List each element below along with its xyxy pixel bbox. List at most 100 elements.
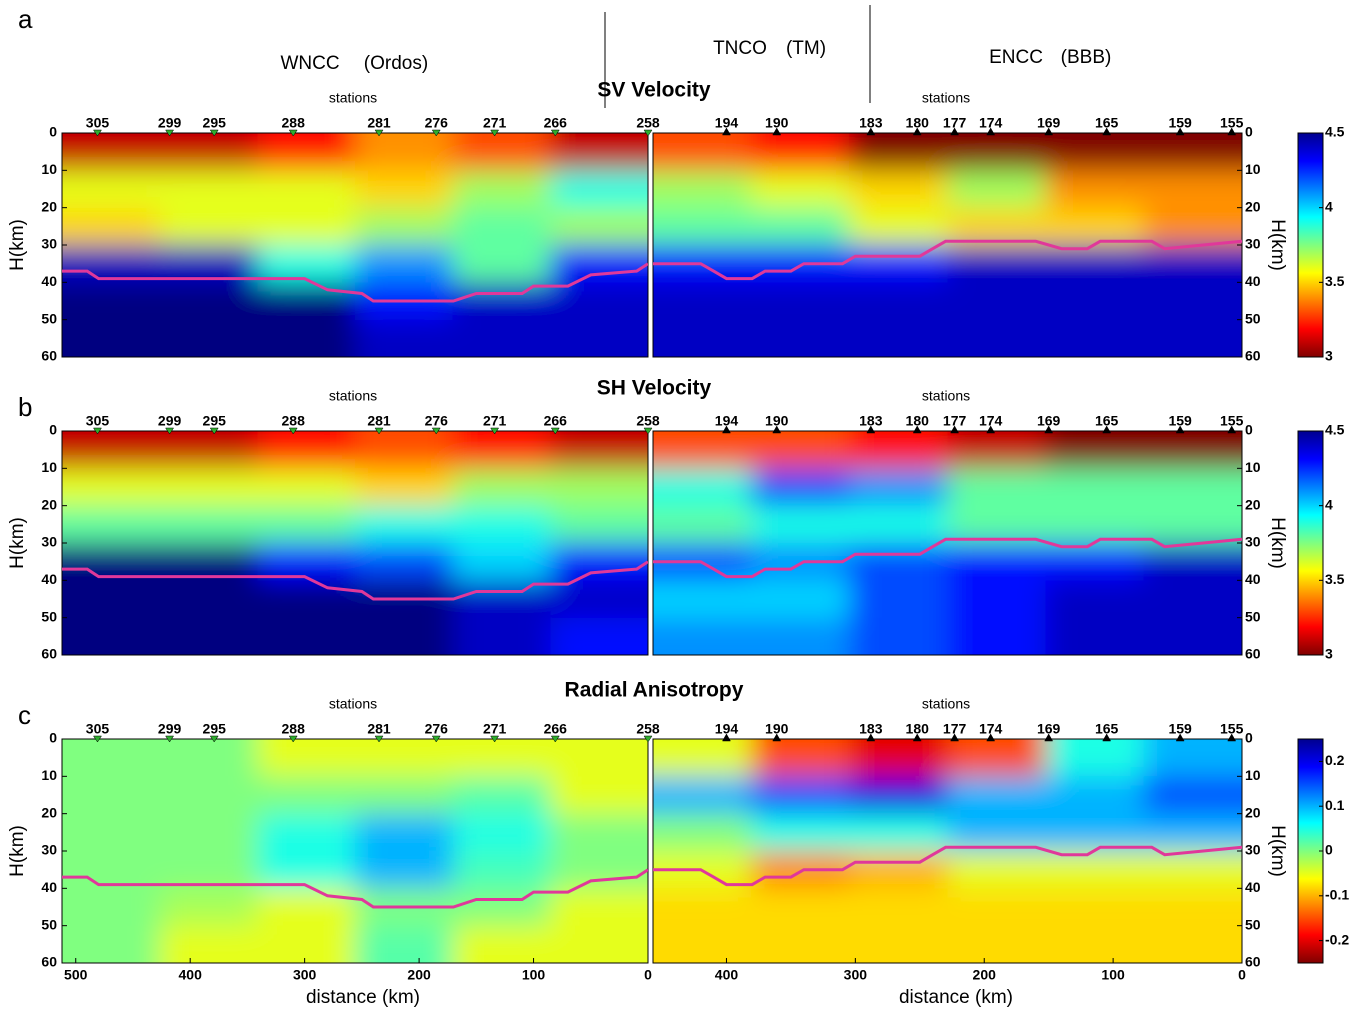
heatmap-cell: [849, 431, 948, 469]
x-tick-label: 400: [715, 967, 739, 983]
station-marker: [950, 127, 960, 136]
heatmap-cells: [62, 133, 648, 357]
heatmap-cell: [1045, 319, 1145, 357]
y-tick-label: 20: [41, 496, 57, 512]
station-marker: [165, 129, 175, 137]
heatmap-cell: [257, 580, 356, 619]
heatmap-cell: [947, 851, 1047, 889]
station-marker: [986, 127, 996, 136]
y-axis-label: H(km): [1267, 517, 1288, 569]
heatmap-cell: [550, 468, 648, 507]
heatmap-cell: [159, 170, 258, 209]
y-tick-label: 10: [41, 767, 57, 783]
heatmap-cell: [355, 319, 454, 357]
region-name: TNCO: [713, 38, 767, 59]
heatmap-cell: [1045, 580, 1145, 619]
heatmap-cell: [751, 888, 850, 927]
heatmap-cell: [355, 776, 454, 815]
heatmap-cell: [355, 431, 454, 469]
heatmap-cell: [1143, 245, 1242, 283]
station-marker: [431, 427, 441, 435]
y-tick-label: 10: [41, 459, 57, 475]
station-marker: [643, 129, 653, 137]
heatmap-cell: [62, 851, 161, 889]
heatmap-cell: [849, 245, 948, 283]
x-axis-label: distance (km): [306, 987, 420, 1008]
x-tick-label: 0: [644, 967, 652, 983]
heatmap-cell: [159, 851, 258, 889]
heatmap-cell: [62, 925, 161, 963]
heatmap-cell: [1045, 170, 1145, 209]
station-label: 288: [282, 413, 306, 429]
heatmap-cell: [550, 813, 648, 852]
heatmap-cell: [947, 431, 1047, 469]
x-tick-label: 200: [973, 967, 997, 983]
station-label: 288: [282, 115, 306, 131]
heatmap-cell: [452, 851, 551, 889]
heatmap-cell: [1045, 739, 1145, 777]
station-marker: [722, 733, 731, 742]
region-name: ENCC: [989, 47, 1043, 68]
heatmap-cell: [653, 431, 752, 469]
heatmap-cell: [257, 617, 356, 655]
heatmap-cell: [452, 282, 551, 321]
y-tick-label: 50: [1245, 916, 1261, 932]
x-tick-label: 300: [844, 967, 868, 983]
station-marker: [986, 733, 996, 742]
station-label: 295: [203, 721, 227, 737]
station-label: 281: [367, 115, 391, 131]
heatmap-cell: [1143, 505, 1242, 544]
heatmap-cell: [751, 617, 850, 655]
station-label: 177: [943, 115, 967, 131]
heatmap-cell: [751, 319, 850, 357]
heatmap-cell: [849, 282, 948, 321]
heatmap-cell: [62, 888, 161, 927]
heatmap-cell: [751, 925, 850, 963]
heatmap-cell: [257, 245, 356, 283]
heatmap-cell: [653, 813, 752, 852]
y-tick-label: 30: [41, 236, 57, 252]
heatmap-cell: [947, 543, 1047, 581]
heatmap-cell: [257, 133, 356, 171]
station-marker: [550, 735, 560, 743]
station-marker: [209, 427, 219, 435]
panel-title: SV Velocity: [597, 79, 711, 102]
heatmap-cell: [653, 133, 752, 171]
station-marker: [374, 735, 384, 743]
y-tick-label: 50: [41, 310, 57, 326]
station-marker: [93, 427, 102, 435]
heatmap-cell: [159, 245, 258, 283]
y-tick-label: 20: [41, 198, 57, 214]
heatmap-cell: [653, 468, 752, 507]
station-label: 276: [425, 721, 449, 737]
station-label: 155: [1220, 115, 1244, 131]
heatmap-cell: [550, 888, 648, 927]
heatmap-cell: [653, 282, 752, 321]
heatmap-cell: [355, 813, 454, 852]
colorbar-tick-label: 4.5: [1325, 422, 1345, 438]
y-axis-label: H(km): [7, 825, 28, 877]
x-axis-label: distance (km): [899, 987, 1013, 1008]
heatmap-cell: [159, 813, 258, 852]
heatmap-cell: [1143, 133, 1242, 171]
station-label: 165: [1095, 721, 1119, 737]
stations-label: stations: [922, 90, 970, 106]
y-tick-label: 20: [1245, 496, 1261, 512]
heatmap-cell: [1045, 431, 1145, 469]
heatmap-cell: [1143, 776, 1242, 815]
x-tick-label: 200: [407, 967, 431, 983]
station-label: 266: [544, 413, 568, 429]
heatmap-cell: [653, 319, 752, 357]
station-marker: [866, 733, 876, 742]
colorbar-tick-label: 4: [1325, 496, 1333, 512]
station-label: 271: [483, 413, 507, 429]
heatmap-cell: [947, 133, 1047, 171]
heatmap-cell: [257, 431, 356, 469]
heatmap-cell: [1045, 468, 1145, 507]
heatmap-cell: [849, 543, 948, 581]
heatmap-cell: [849, 170, 948, 209]
station-marker: [1044, 127, 1054, 136]
x-tick-label: 500: [64, 967, 88, 983]
heatmap-cell: [159, 776, 258, 815]
